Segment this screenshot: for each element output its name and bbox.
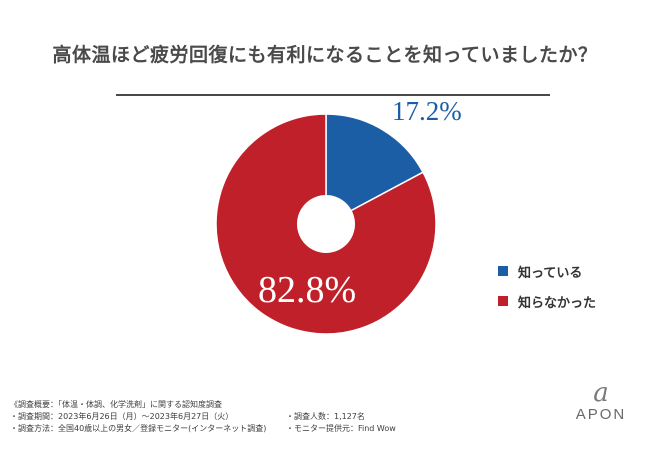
survey-notes: 《調査概要：「体温・体調、化学洗剤」に関する認知度調査 ・調査期間：2023年6… <box>10 399 266 435</box>
survey-notes-right: ・調査人数：1,127名 ・モニター提供元：Find Wow <box>286 411 396 435</box>
legend-item-unknown: 知らなかった <box>498 286 596 316</box>
chart-title: 高体温ほど疲労回復にも有利になることを知っていましたか？ <box>52 44 598 66</box>
logo-mark: a <box>593 378 609 408</box>
legend-swatch-known <box>498 266 508 276</box>
survey-note-period: ・調査期間：2023年6月26日（月）～2023年6月27日（火） <box>10 412 234 421</box>
title-underline <box>116 94 550 96</box>
survey-note-provider: ・モニター提供元：Find Wow <box>286 424 396 433</box>
brand-logo: a APON <box>566 380 636 423</box>
legend-item-known: 知っている <box>498 256 596 286</box>
pie-slice-known <box>325 113 425 226</box>
survey-note-method: ・調査方法：全国40歳以上の男女／登録モニター(インターネット調査) <box>10 424 267 433</box>
legend: 知っている 知らなかった <box>498 256 596 316</box>
legend-label-unknown: 知らなかった <box>518 295 597 311</box>
value-label-unknown: 82.8% <box>258 269 357 311</box>
donut-hole <box>297 195 355 253</box>
legend-swatch-unknown <box>498 296 508 306</box>
value-label-known: 17.2% <box>392 96 462 126</box>
survey-note-count: ・調査人数：1,127名 <box>286 412 365 421</box>
survey-note-overview: 《調査概要：「体温・体調、化学洗剤」に関する認知度調査 <box>10 400 222 409</box>
logo-text: APON <box>575 406 627 423</box>
legend-label-known: 知っている <box>518 265 583 281</box>
